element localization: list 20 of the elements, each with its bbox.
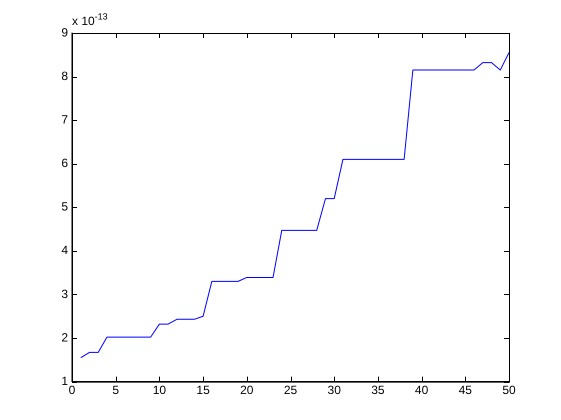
y-tick-label: 8 (61, 68, 68, 83)
x-tick-label: 50 (502, 383, 516, 398)
x-tick-label: 0 (68, 383, 76, 398)
x-tick-label: 30 (328, 383, 342, 398)
x-tick-label: 20 (240, 383, 254, 398)
y-tick-label: 5 (61, 200, 68, 214)
y-tick-label: 4 (61, 243, 68, 258)
x-tick-label: 45 (458, 383, 472, 398)
x-tick-label: 40 (414, 383, 429, 398)
x-tick-label: 10 (152, 383, 166, 398)
x-tick-label: 5 (112, 383, 120, 398)
y-tick-label: 7 (61, 112, 68, 126)
y-tick-label: 6 (61, 156, 68, 170)
x-tick-label: 35 (371, 383, 385, 398)
x-tick-label: 25 (284, 383, 298, 398)
y-tick-label: 2 (61, 330, 68, 344)
y-tick-label: 3 (61, 286, 68, 301)
y-tick-label: 1 (61, 374, 68, 388)
y-tick-label: 9 (61, 25, 68, 40)
x-tick-label: 15 (196, 383, 210, 398)
